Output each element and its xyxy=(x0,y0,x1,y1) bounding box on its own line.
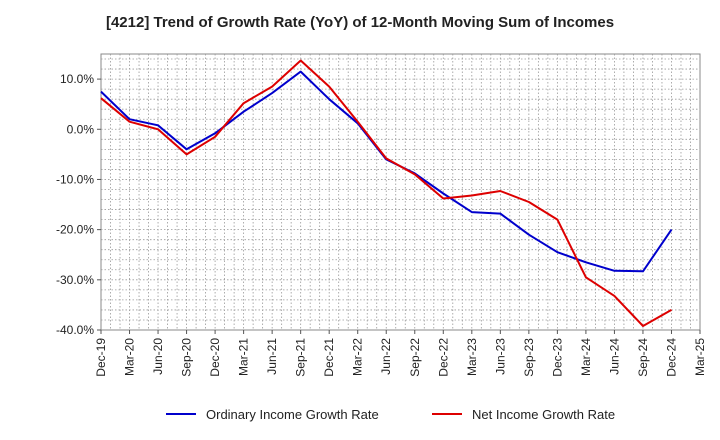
plot-area xyxy=(100,53,701,331)
legend: Ordinary Income Growth Rate Net Income Gr… xyxy=(166,407,615,422)
x-tick-label: Sep-23 xyxy=(522,338,536,377)
legend-label-1: Ordinary Income Growth Rate xyxy=(206,407,379,422)
x-tick-label: Mar-21 xyxy=(237,338,251,376)
x-tick-label: Mar-20 xyxy=(123,338,137,376)
x-tick-label: Dec-22 xyxy=(436,338,450,377)
x-tick-label: Dec-20 xyxy=(208,338,222,377)
x-tick-label: Mar-25 xyxy=(693,338,707,376)
x-tick-label: Dec-19 xyxy=(94,338,108,377)
x-tick-label: Jun-23 xyxy=(493,338,507,375)
x-tick-label: Jun-21 xyxy=(265,338,279,375)
x-tick-label: Sep-22 xyxy=(408,338,422,377)
x-tick-label: Sep-24 xyxy=(636,338,650,377)
x-tick-label: Dec-21 xyxy=(322,338,336,377)
x-tick-label: Sep-21 xyxy=(294,338,308,377)
x-tick-label: Mar-22 xyxy=(351,338,365,376)
y-tick-label: -40.0% xyxy=(56,323,94,337)
legend-label-2: Net Income Growth Rate xyxy=(472,407,615,422)
y-tick-label: 10.0% xyxy=(60,72,94,86)
y-tick-label: -20.0% xyxy=(56,223,94,237)
x-tick-label: Mar-24 xyxy=(579,338,593,376)
x-tick-label: Sep-20 xyxy=(180,338,194,377)
x-tick-label: Jun-22 xyxy=(379,338,393,375)
chart-title: [4212] Trend of Growth Rate (YoY) of 12-… xyxy=(105,14,615,31)
x-tick-label: Mar-23 xyxy=(465,338,479,376)
x-tick-label: Jun-24 xyxy=(607,338,621,375)
y-tick-label: -30.0% xyxy=(56,273,94,287)
series-layer xyxy=(100,59,673,327)
y-tick-label: -10.0% xyxy=(56,172,94,186)
y-tick-label: 0.0% xyxy=(67,122,95,136)
x-tick-label: Dec-24 xyxy=(664,338,678,377)
series-line-2 xyxy=(100,59,672,327)
axis-layer: 10.0% 0.0% -10.0% -20.0% -30.0% -40.0%Dec-19 M… xyxy=(56,72,707,377)
grid-layer xyxy=(100,53,701,331)
x-tick-label: Dec-23 xyxy=(550,338,564,377)
x-tick-label: Jun-20 xyxy=(151,338,165,375)
